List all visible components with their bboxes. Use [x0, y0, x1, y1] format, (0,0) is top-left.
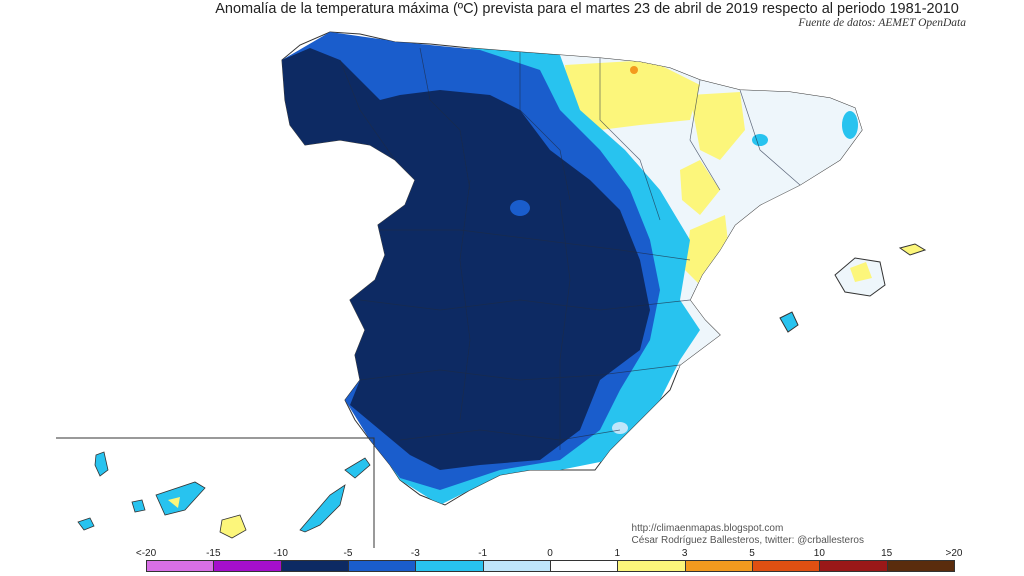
legend-tick-label: >20 — [945, 548, 963, 559]
credits-author: César Rodríguez Ballesteros, twitter: @c… — [631, 535, 864, 546]
map-title: Anomalía de la temperatura máxima (ºC) p… — [215, 1, 959, 17]
gran-canaria — [219, 514, 247, 539]
color-legend: <-20 -15 -10 -5 -3 -1 0 1 3 5 10 15 >20 — [136, 548, 962, 576]
legend-swatch — [550, 560, 619, 572]
data-source: Fuente de datos: AEMET OpenData — [798, 17, 966, 29]
legend-swatch — [348, 560, 417, 572]
credits: http://climaenmapas.blogspot.com César R… — [632, 523, 864, 547]
legend-swatch — [213, 560, 282, 572]
legend-tick-label: 0 — [547, 548, 553, 559]
ibiza — [779, 311, 799, 333]
peninsula — [281, 31, 863, 506]
legend-swatch — [415, 560, 484, 572]
legend-swatch — [684, 560, 753, 572]
legend-swatch — [617, 560, 686, 572]
balearic-islands — [779, 243, 927, 333]
la-palma — [94, 451, 109, 477]
fuerteventura — [299, 484, 346, 533]
very-cold-core — [282, 48, 650, 470]
legend-tick-label: -3 — [410, 548, 420, 559]
la-gomera — [131, 499, 146, 513]
legend-swatch — [482, 560, 551, 572]
warm-zone-aragon — [690, 92, 745, 160]
legend-tick-label: 3 — [681, 548, 688, 559]
legend-swatch — [146, 560, 215, 572]
legend-tick-label: 1 — [614, 548, 621, 559]
tenerife — [155, 481, 206, 516]
legend-tick-label: -15 — [206, 548, 221, 559]
legend-swatch — [752, 560, 821, 572]
legend-tick-label: -10 — [273, 548, 288, 559]
lanzarote — [344, 457, 371, 479]
legend-tick-label: 15 — [881, 548, 893, 559]
legend-tick-label: -1 — [478, 548, 488, 559]
canary-inset — [56, 437, 375, 548]
credits-url[interactable]: http://climaenmapas.blogspot.com — [631, 523, 784, 534]
legend-tick-label: -5 — [343, 548, 353, 559]
legend-tick-label: <-20 — [135, 548, 157, 559]
legend-tick-label: 10 — [813, 548, 825, 559]
legend-swatch — [886, 560, 955, 572]
legend-tick-label: 5 — [749, 548, 755, 559]
el-hierro — [77, 517, 95, 531]
menorca — [898, 243, 927, 256]
legend-swatch — [819, 560, 888, 572]
warm-zone-north — [565, 60, 700, 130]
legend-swatch — [280, 560, 349, 572]
